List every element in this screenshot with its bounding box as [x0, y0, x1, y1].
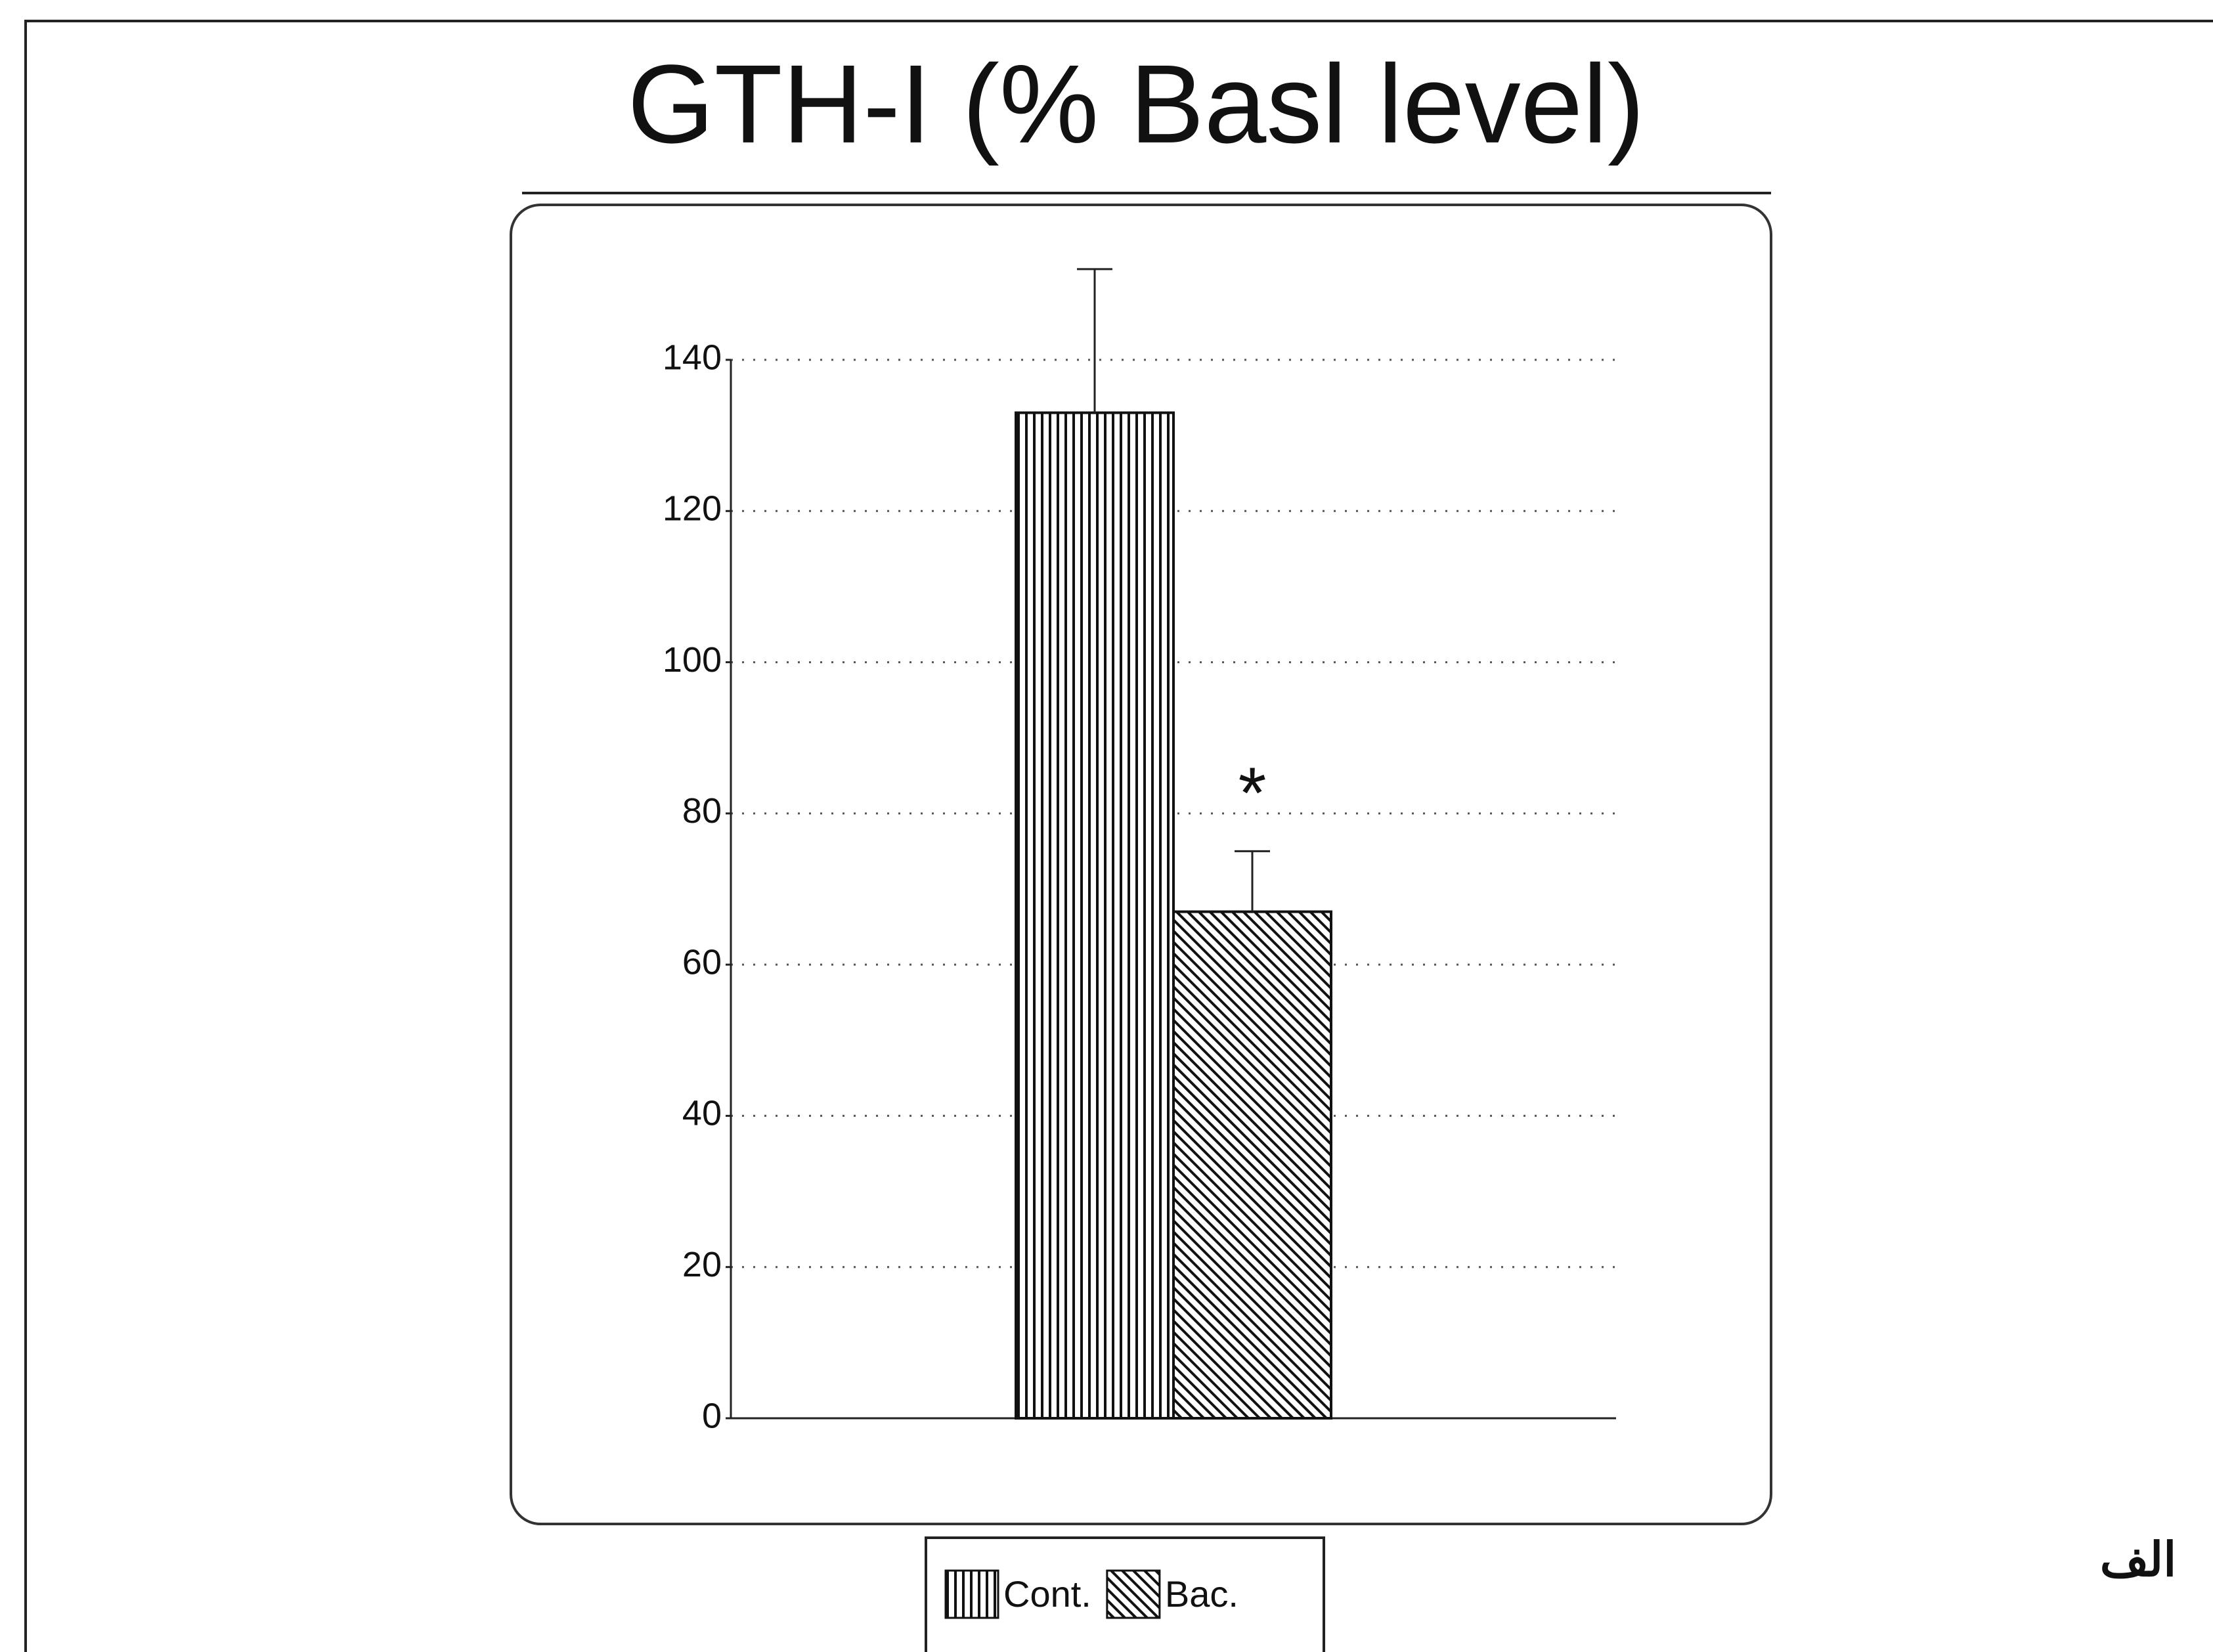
chart-title: GTH-I (% Basl level) — [627, 42, 1644, 167]
legend-label: Cont. — [1003, 1573, 1091, 1615]
bar — [1015, 411, 1175, 1420]
y-tick-label: 60 — [682, 942, 722, 982]
y-tick-label: 100 — [663, 640, 722, 680]
plot-frame — [510, 204, 1772, 1525]
legend-swatch — [1106, 1569, 1161, 1619]
legend-label: Bac. — [1165, 1573, 1238, 1615]
y-tick-label: 140 — [663, 337, 722, 377]
annotation: * — [1238, 752, 1267, 833]
y-tick-label: 0 — [702, 1396, 722, 1435]
y-tick-label: 80 — [682, 791, 722, 831]
outer-border — [24, 20, 2213, 1652]
y-tick-label: 120 — [663, 489, 722, 529]
legend-items: Cont. Bac. — [944, 1569, 1238, 1619]
side-label: الف — [2100, 1534, 2176, 1586]
bar — [1172, 910, 1332, 1420]
y-tick-label: 40 — [682, 1094, 722, 1133]
y-tick-label: 20 — [682, 1245, 722, 1284]
legend-swatch — [944, 1569, 999, 1619]
